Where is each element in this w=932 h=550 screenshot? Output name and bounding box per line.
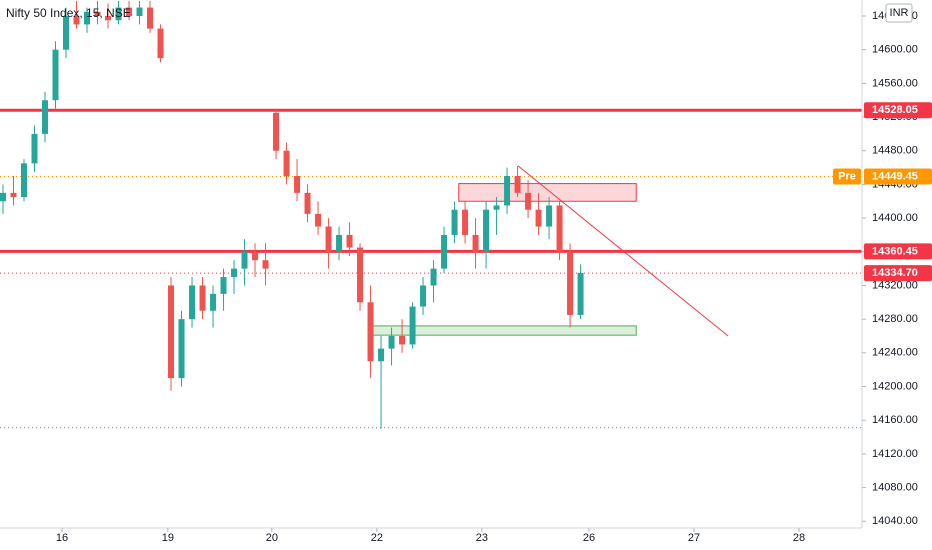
price-label: 14334.70	[872, 267, 918, 279]
y-tick-label: 14160.00	[872, 414, 918, 426]
y-tick-label: 14040.00	[872, 515, 918, 527]
candle-body	[441, 234, 448, 269]
candle-body	[21, 163, 28, 198]
candle-body	[210, 293, 217, 311]
y-tick-label: 14120.00	[872, 448, 918, 460]
y-tick-label: 14320.00	[872, 279, 918, 291]
candle-body	[462, 209, 469, 235]
candle-body	[262, 260, 269, 269]
y-tick-label: 14480.00	[872, 145, 918, 157]
candle-body	[493, 205, 500, 210]
y-tick-label: 14280.00	[872, 313, 918, 325]
candle-body	[241, 251, 248, 269]
candle-body	[430, 268, 437, 286]
candle-body	[514, 176, 521, 193]
candle-body	[567, 251, 574, 315]
candle-body	[346, 234, 353, 248]
x-tick-label: 28	[793, 532, 805, 544]
x-tick-label: 23	[476, 532, 488, 544]
price-label: 14528.05	[872, 104, 918, 116]
candle-body	[136, 7, 143, 16]
candle-body	[157, 28, 164, 59]
overlay: Nifty 50 Index, 15, NSE INR	[6, 3, 913, 23]
candle-body	[73, 16, 80, 25]
price-tag: Pre	[838, 170, 856, 182]
zone	[458, 183, 637, 202]
candle-body	[84, 11, 91, 25]
price-label: 14449.45	[872, 170, 918, 182]
candle-body	[357, 247, 364, 303]
candle-body	[546, 205, 553, 227]
candle-body	[10, 192, 17, 198]
x-tick-label: 16	[56, 532, 68, 544]
y-tick-label: 14200.00	[872, 380, 918, 392]
candle-body	[273, 112, 280, 151]
candle-body	[535, 209, 542, 227]
chart-title: Nifty 50 Index, 15, NSE	[6, 6, 131, 20]
candle-body	[367, 302, 374, 362]
candle-body	[231, 268, 238, 278]
x-tick-label: 26	[583, 532, 595, 544]
price-tag-box	[833, 168, 861, 185]
price-label-box	[864, 102, 932, 119]
candle-body	[577, 272, 584, 315]
candle-body	[105, 16, 112, 21]
y-tick-label: 14400.00	[872, 212, 918, 224]
candle-body	[409, 306, 416, 345]
x-tick-label: 20	[266, 532, 278, 544]
candle-body	[420, 285, 427, 307]
currency-button	[885, 3, 913, 23]
candle-body	[63, 16, 70, 50]
candle-body	[94, 11, 101, 16]
y-tick-label: 14600.00	[872, 44, 918, 56]
plot-area	[0, 0, 862, 429]
candle-body	[504, 176, 511, 206]
candle-body	[304, 192, 311, 214]
candle-body	[525, 192, 532, 210]
candle-body	[283, 150, 290, 176]
price-label-box	[864, 243, 932, 260]
candle-body	[42, 100, 49, 134]
candle-body	[147, 7, 154, 29]
candle-body	[220, 277, 227, 294]
candle-body	[0, 192, 7, 202]
candle-body	[325, 226, 332, 252]
candle-body	[189, 285, 196, 320]
candle-body	[451, 209, 458, 235]
candle-body	[168, 285, 175, 379]
candle-body	[178, 319, 185, 379]
candle-body	[52, 49, 59, 101]
candle-body	[31, 133, 38, 164]
candle-body	[399, 336, 406, 345]
candle-body	[294, 176, 301, 193]
price-label-box	[864, 168, 932, 185]
price-label-box	[864, 265, 932, 282]
candle-body	[472, 234, 479, 252]
candle-body	[115, 7, 122, 21]
x-tick-label: 22	[371, 532, 383, 544]
y-tick-label: 14240.00	[872, 347, 918, 359]
x-tick-label: 19	[162, 532, 174, 544]
trend-line	[517, 165, 729, 337]
candle-body	[126, 7, 133, 16]
candle-body	[483, 209, 490, 252]
candle-body	[199, 285, 206, 311]
currency-label: INR	[890, 7, 909, 19]
candle-body	[556, 205, 563, 252]
candle-body	[252, 251, 259, 261]
price-label: 14360.45	[872, 245, 918, 257]
y-tick-label: 14080.00	[872, 481, 918, 493]
candle-body	[336, 234, 343, 252]
x-tick-label: 27	[688, 532, 700, 544]
candle-body	[378, 348, 385, 362]
y-tick-label: 14560.00	[872, 77, 918, 89]
candle-body	[315, 213, 322, 227]
candle-body	[388, 336, 395, 349]
